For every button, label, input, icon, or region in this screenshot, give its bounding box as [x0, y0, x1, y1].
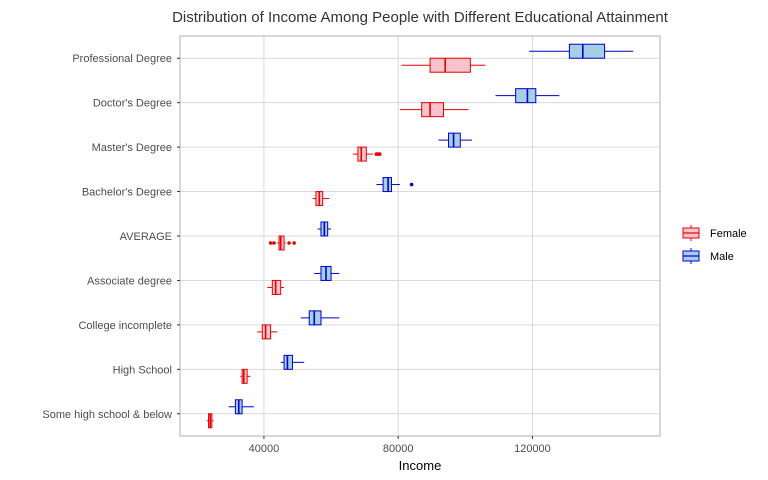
box-iqr [271, 279, 282, 295]
y-tick-label: AVERAGE [120, 231, 172, 243]
y-tick-label: Associate degree [87, 275, 172, 287]
box-iqr [283, 354, 293, 370]
outlier-point [409, 182, 414, 187]
box-male-professional-degree [529, 43, 634, 59]
box-iqr [515, 88, 537, 104]
legend-label: Female [710, 228, 747, 240]
y-tick-label: College incomplete [78, 320, 172, 332]
box-iqr [568, 43, 606, 59]
y-axis-labels: Professional Degree Doctor's Degree Master… [42, 53, 180, 421]
box-male-average [317, 221, 332, 237]
box-iqr [382, 177, 392, 193]
box-female-associate-degree [267, 279, 285, 295]
y-tick-label: High School [113, 364, 172, 376]
legend: Female Male [682, 225, 747, 264]
box-iqr [448, 132, 461, 148]
box-male-bachelor-s-degree [376, 177, 414, 193]
y-tick-label: Some high school & below [42, 409, 172, 421]
box-male-college-incomplete [300, 310, 340, 326]
box-iqr [429, 57, 471, 73]
y-tick-label: Bachelor's Degree [82, 187, 172, 199]
box-female-doctor-s-degree [399, 102, 469, 118]
box-iqr [421, 102, 444, 118]
box-female-college-incomplete [257, 324, 278, 340]
box-female-some-high-school-below [206, 413, 214, 429]
chart-title: Distribution of Income Among People with… [172, 9, 669, 26]
y-tick-label: Doctor's Degree [93, 98, 172, 110]
box-iqr [357, 146, 367, 162]
box-female-high-school [240, 368, 251, 384]
outlier-point [292, 241, 296, 245]
outlier-point [268, 241, 273, 245]
box-male-master-s-degree [438, 132, 473, 148]
box-female-average [268, 235, 296, 251]
outlier-point [287, 241, 291, 245]
box-male-doctor-s-degree [495, 88, 560, 104]
box-iqr [308, 310, 322, 326]
legend-item-male: Male [682, 248, 734, 264]
box-female-bachelor-s-degree [312, 191, 330, 207]
box-plots [206, 43, 634, 429]
x-axis-title: Income [399, 458, 442, 473]
box-iqr [278, 235, 285, 251]
x-tick-label: 40000 [249, 443, 280, 455]
y-tick-label: Professional Degree [72, 53, 172, 65]
box-male-associate-degree [314, 265, 340, 281]
y-tick-label: Master's Degree [92, 142, 172, 154]
grid-lines [180, 36, 660, 436]
box-iqr [261, 324, 272, 340]
legend-item-female: Female [682, 225, 747, 241]
outlier-point [272, 241, 276, 245]
box-male-some-high-school-below [228, 399, 254, 415]
box-male-high-school [280, 354, 305, 370]
outlier-point [377, 152, 382, 156]
legend-label: Male [710, 251, 734, 263]
x-tick-label: 120000 [514, 443, 551, 455]
x-axis-labels: 40000 80000 120000 [249, 436, 551, 455]
x-tick-label: 80000 [383, 443, 414, 455]
box-female-professional-degree [401, 57, 486, 73]
box-female-master-s-degree [352, 146, 382, 162]
box-iqr [241, 368, 248, 384]
